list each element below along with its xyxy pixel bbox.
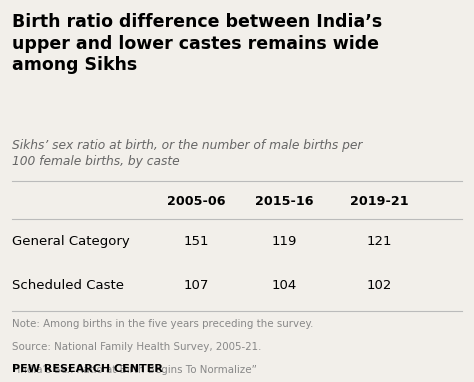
Text: 2019-21: 2019-21: [350, 195, 409, 208]
Text: 151: 151: [184, 235, 210, 248]
Text: Birth ratio difference between India’s
upper and lower castes remains wide
among: Birth ratio difference between India’s u…: [12, 13, 382, 74]
Text: 102: 102: [366, 279, 392, 292]
Text: 104: 104: [272, 279, 297, 292]
Text: Sikhs’ sex ratio at birth, or the number of male births per
100 female births, b: Sikhs’ sex ratio at birth, or the number…: [12, 139, 362, 168]
Text: 2005-06: 2005-06: [167, 195, 226, 208]
Text: 121: 121: [366, 235, 392, 248]
Text: 2015-16: 2015-16: [255, 195, 314, 208]
Text: PEW RESEARCH CENTER: PEW RESEARCH CENTER: [12, 364, 163, 374]
Text: 107: 107: [184, 279, 210, 292]
Text: Note: Among births in the five years preceding the survey.: Note: Among births in the five years pre…: [12, 319, 313, 329]
Text: General Category: General Category: [12, 235, 129, 248]
Text: “India’s Sex Ratio at Birth Begins To Normalize”: “India’s Sex Ratio at Birth Begins To No…: [12, 365, 257, 375]
Text: 119: 119: [272, 235, 297, 248]
Text: Source: National Family Health Survey, 2005-21.: Source: National Family Health Survey, 2…: [12, 342, 261, 352]
Text: Scheduled Caste: Scheduled Caste: [12, 279, 124, 292]
